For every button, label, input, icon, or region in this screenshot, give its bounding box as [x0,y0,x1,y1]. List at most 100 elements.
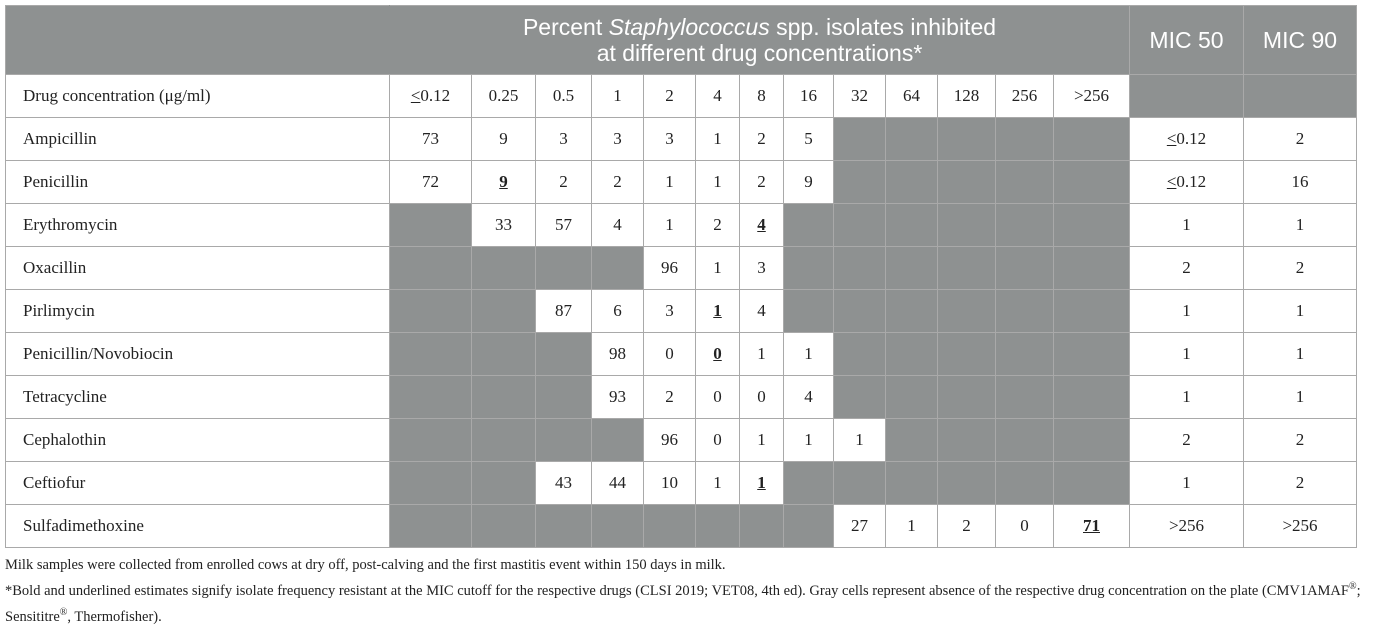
gray-cell [783,461,834,505]
gray-cell [833,289,886,333]
value-cell: 1 [783,418,834,462]
value-cell: 2 [739,160,784,204]
gray-cell [885,246,938,290]
gray-cell [885,203,938,247]
table-row: Cephalothin 96 0 1 1 1 2 2 [5,418,1357,462]
registered-mark: ® [59,606,68,618]
gray-cell [833,160,886,204]
drug-name: Sulfadimethoxine [5,504,390,548]
gray-cell [833,375,886,419]
value-cell: 43 [535,461,592,505]
concentration-cell: 1 [591,74,644,118]
gray-cell [389,289,472,333]
gray-cell [937,160,996,204]
gray-cell [783,504,834,548]
footnote-1: Milk samples were collected from enrolle… [5,557,726,573]
resistant-value-cell: 0 [695,332,740,376]
less-equal-sign: < [1166,129,1177,148]
mic50-cell: <0.12 [1129,160,1244,204]
value-cell: 2 [643,375,696,419]
gray-cell [1053,375,1130,419]
value-cell: 3 [535,117,592,161]
value-cell: 1 [783,332,834,376]
value-cell: 96 [643,246,696,290]
gray-cell [833,246,886,290]
drug-name: Penicillin/Novobiocin [5,332,390,376]
value-cell: 0 [695,375,740,419]
value-cell: 6 [591,289,644,333]
concentration-cell: 2 [643,74,696,118]
value-cell: 2 [937,504,996,548]
mic90-cell: 16 [1243,160,1357,204]
concentration-cell: 128 [937,74,996,118]
concentration-label: Drug concentration (μg/ml) [5,74,390,118]
concentration-cell: 8 [739,74,784,118]
table-row: Penicillin/Novobiocin 98 0 0 1 1 1 1 [5,332,1357,376]
value-cell: 2 [739,117,784,161]
value-cell: 10 [643,461,696,505]
value-cell: 3 [643,289,696,333]
value-cell: 5 [783,117,834,161]
mic50-cell: >256 [1129,504,1244,548]
value-cell: 0 [995,504,1054,548]
gray-cell [535,504,592,548]
gray-cell [1053,117,1130,161]
mic50-cell: 1 [1129,289,1244,333]
gray-cell [995,289,1054,333]
concentration-cell: 0.5 [535,74,592,118]
mic50-cell: 1 [1129,203,1244,247]
value-cell: 93 [591,375,644,419]
gray-cell [643,504,696,548]
gray-cell [471,375,536,419]
gray-cell [1243,74,1357,118]
value-cell: 2 [695,203,740,247]
value-cell: 33 [471,203,536,247]
drug-name: Erythromycin [5,203,390,247]
mic50-cell: 2 [1129,418,1244,462]
value-cell: 1 [695,461,740,505]
gray-cell [471,504,536,548]
mic-table: Percent Staphylococcus spp. isolates inh… [5,5,1357,548]
title-genus: Staphylococcus [608,14,770,40]
header-mic50: MIC 50 [1129,5,1244,75]
gray-cell [995,332,1054,376]
gray-cell [833,117,886,161]
drug-name: Ceftiofur [5,461,390,505]
gray-cell [389,418,472,462]
resistant-value-cell: 1 [695,289,740,333]
footnote-2-part2: ; Sensititre [5,582,1361,625]
gray-cell [995,203,1054,247]
gray-cell [937,461,996,505]
table-row: Oxacillin 96 1 3 2 2 [5,246,1357,290]
gray-cell [471,418,536,462]
mic50-cell: 1 [1129,332,1244,376]
gray-cell [783,246,834,290]
table-header: Percent Staphylococcus spp. isolates inh… [5,5,1357,75]
value-cell: 2 [535,160,592,204]
concentration-cell: 64 [885,74,938,118]
gray-cell [937,117,996,161]
concentration-row: Drug concentration (μg/ml) <0.12 0.25 0.5 1 2… [5,74,1357,118]
gray-cell [833,203,886,247]
gray-cell [695,504,740,548]
gray-cell [1053,246,1130,290]
mic90-cell: 1 [1243,375,1357,419]
gray-cell [885,418,938,462]
gray-cell [1053,289,1130,333]
concentration-cell: 0.25 [471,74,536,118]
resistant-value-cell: 9 [471,160,536,204]
resistant-value-cell: 1 [739,461,784,505]
gray-cell [471,289,536,333]
gray-cell [885,332,938,376]
mic90-cell: 2 [1243,418,1357,462]
value-cell: 44 [591,461,644,505]
gray-cell [591,418,644,462]
value-cell: 96 [643,418,696,462]
gray-cell [885,289,938,333]
gray-cell [471,246,536,290]
value-cell: 72 [389,160,472,204]
gray-cell [1053,461,1130,505]
gray-cell [995,418,1054,462]
table-row: Ampicillin 73 9 3 3 3 1 2 5 <0.12 2 [5,117,1357,161]
table-row: Erythromycin 33 57 4 1 2 4 1 1 [5,203,1357,247]
